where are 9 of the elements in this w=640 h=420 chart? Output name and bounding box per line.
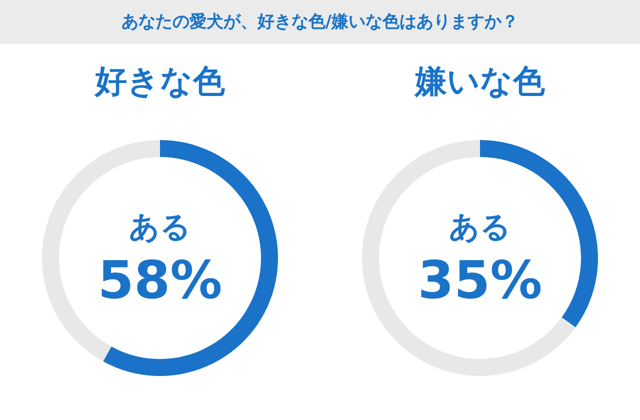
donut-slice xyxy=(362,140,576,376)
chart-title: 好きな色 xyxy=(93,62,226,100)
chart-title: 嫌いな色 xyxy=(414,62,546,100)
data-label: 35% xyxy=(418,251,542,311)
text: あなたの愛犬が、好きな色/嫌いな色はありますか？ xyxy=(121,12,519,32)
slice-label: ある xyxy=(129,210,191,245)
slice-label: ある xyxy=(449,210,511,245)
donut-slice xyxy=(103,140,278,376)
data-label: 58% xyxy=(98,251,222,311)
